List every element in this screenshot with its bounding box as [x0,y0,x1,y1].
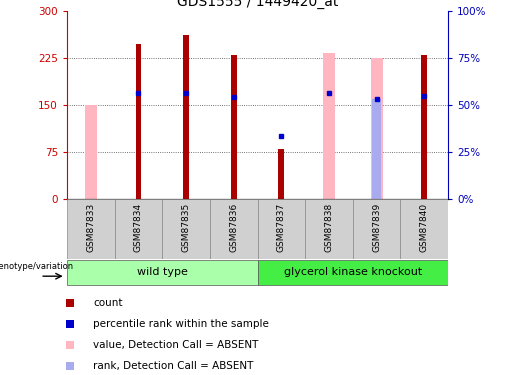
Bar [353,199,401,259]
Bar [114,199,162,259]
Bar [183,35,189,199]
Bar [323,53,335,199]
Bar [210,199,258,259]
Bar [162,199,210,259]
Bar [279,149,284,199]
Bar [135,44,141,199]
Text: count: count [93,298,123,308]
Bar [305,199,353,259]
Text: percentile rank within the sample: percentile rank within the sample [93,319,269,329]
Text: wild type: wild type [137,267,187,277]
Bar [67,199,115,259]
Bar [258,199,305,259]
Title: GDS1555 / 1449420_at: GDS1555 / 1449420_at [177,0,338,9]
Bar [371,57,383,199]
Text: GSM87833: GSM87833 [87,203,95,252]
Bar [421,55,427,199]
Bar [85,105,97,199]
Text: rank, Detection Call = ABSENT: rank, Detection Call = ABSENT [93,361,254,371]
Text: GSM87836: GSM87836 [229,203,238,252]
Text: value, Detection Call = ABSENT: value, Detection Call = ABSENT [93,340,259,350]
Text: glycerol kinase knockout: glycerol kinase knockout [284,267,422,277]
Text: GSM87839: GSM87839 [372,203,381,252]
Bar [401,199,448,259]
Text: GSM87835: GSM87835 [182,203,191,252]
Bar [372,99,381,199]
Text: GSM87834: GSM87834 [134,203,143,252]
Text: genotype/variation: genotype/variation [0,262,74,271]
Bar [67,260,258,285]
Bar [231,55,236,199]
Text: GSM87837: GSM87837 [277,203,286,252]
Text: GSM87840: GSM87840 [420,203,428,252]
Bar [258,260,448,285]
Text: GSM87838: GSM87838 [324,203,333,252]
